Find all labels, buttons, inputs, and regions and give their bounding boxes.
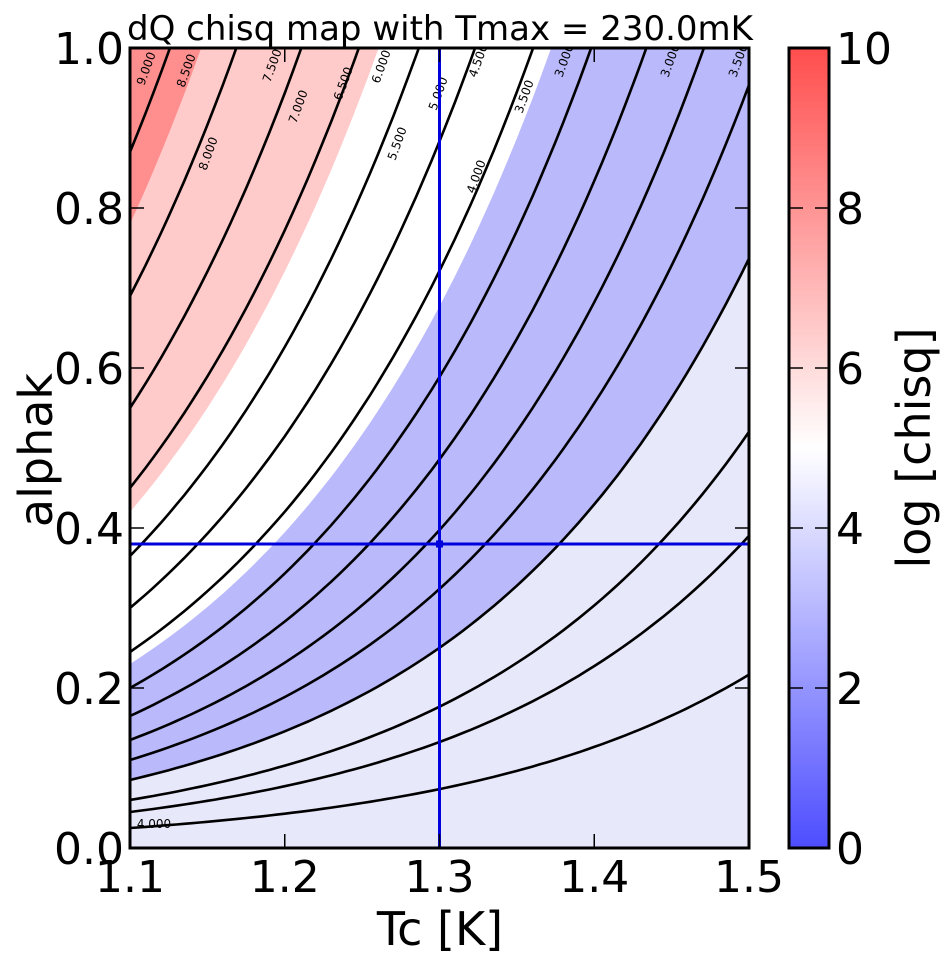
x-axis: 1.1 1.2 1.3 1.4 1.5 (95, 48, 784, 903)
colorbar-tick-label: 0 (836, 824, 864, 875)
colorbar (787, 46, 831, 850)
y-axis-label: alphak (9, 373, 63, 528)
x-tick-label: 1.5 (714, 852, 784, 903)
y-tick-label: 0.8 (54, 184, 124, 235)
chart-title: dQ chisq map with Tmax = 230.0mK (127, 9, 755, 49)
y-tick-label: 0.6 (54, 344, 124, 395)
y-tick-label: 0.4 (54, 504, 124, 555)
max-chisq-band (130, 48, 749, 224)
y-axis: 0.0 0.2 0.4 0.6 0.8 1.0 (54, 24, 749, 875)
high-chisq-band (130, 48, 749, 512)
colorbar-tick-label: 2 (836, 664, 864, 715)
best-fit-marker (436, 540, 443, 548)
colorbar-ticks: 0 2 4 6 8 10 (789, 24, 892, 875)
x-axis-label: Tc [K] (376, 902, 503, 956)
contour-line (130, 48, 421, 557)
y-tick-label: 1.0 (54, 24, 124, 75)
colorbar-tick-label: 8 (836, 184, 864, 235)
x-tick-label: 1.2 (250, 852, 320, 903)
x-tick-label: 1.4 (559, 852, 629, 903)
colorbar-tick-label: 4 (836, 504, 864, 555)
contour-line (130, 48, 303, 409)
colorbar-tick-label: 10 (836, 24, 892, 75)
colorbar-tick-label: 6 (836, 344, 864, 395)
contour-label: 4.000 (137, 817, 171, 831)
y-tick-label: 0.0 (54, 824, 124, 875)
contour-line (130, 48, 238, 297)
contour-line (130, 48, 361, 489)
x-tick-label: 1.1 (95, 852, 165, 903)
colorbar-label: log [chisq] (887, 327, 941, 568)
x-tick-label: 1.3 (405, 852, 475, 903)
y-tick-label: 0.2 (54, 664, 124, 715)
